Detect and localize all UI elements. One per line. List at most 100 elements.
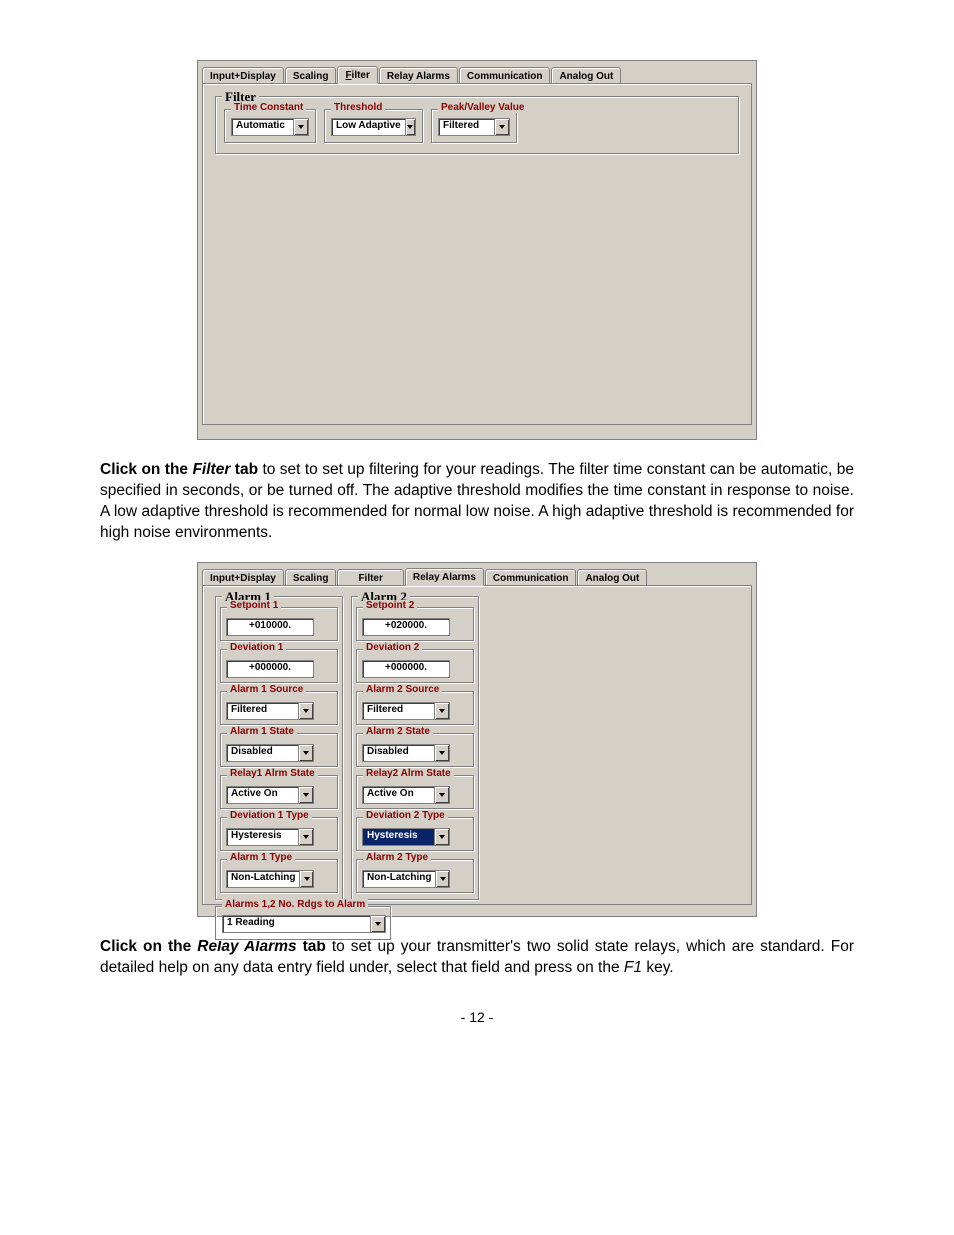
- chevron-down-icon: [303, 751, 309, 755]
- p2-italic: Relay Alarms: [197, 938, 302, 955]
- tab-filter[interactable]: Filter: [337, 569, 403, 586]
- tab-relay-alarms[interactable]: Relay Alarms: [405, 568, 484, 586]
- tab-input-display[interactable]: Input+Display: [202, 569, 284, 586]
- deviation1-group: Deviation 1 +000000.: [220, 649, 338, 683]
- tab-bar-2: Input+Display Scaling Filter Relay Alarm…: [198, 563, 756, 585]
- dropdown-button-icon: [434, 703, 449, 719]
- chevron-down-icon: [499, 125, 505, 129]
- dropdown-button-icon: [299, 871, 313, 887]
- time-constant-combo[interactable]: Automatic: [231, 118, 309, 136]
- alarms-rdgs-combo[interactable]: 1 Reading: [222, 915, 386, 933]
- p2-f1: F1: [624, 959, 642, 976]
- dropdown-button-icon: [298, 745, 313, 761]
- deviation1-type-group: Deviation 1 Type Hysteresis: [220, 817, 338, 851]
- chevron-down-icon: [303, 709, 309, 713]
- tab-relay-alarms[interactable]: Relay Alarms: [379, 67, 458, 84]
- page-number: - 12 -: [100, 1009, 854, 1025]
- threshold-label: Threshold: [331, 102, 385, 113]
- alarm1-source-combo[interactable]: Filtered: [226, 702, 314, 720]
- dropdown-button-icon: [494, 119, 509, 135]
- dropdown-button-icon: [434, 745, 449, 761]
- relay1-state-combo[interactable]: Active On: [226, 786, 314, 804]
- alarms-rdgs-group: Alarms 1,2 No. Rdgs to Alarm 1 Reading: [215, 906, 391, 940]
- alarm2-source-combo[interactable]: Filtered: [362, 702, 450, 720]
- alarm1-state-group: Alarm 1 State Disabled: [220, 733, 338, 767]
- p2-bold2: tab: [303, 938, 326, 955]
- chevron-down-icon: [439, 793, 445, 797]
- alarm1-type-group: Alarm 1 Type Non-Latching: [220, 859, 338, 893]
- chevron-down-icon: [439, 751, 445, 755]
- relay2-state-combo[interactable]: Active On: [362, 786, 450, 804]
- tf-b: ilter: [365, 573, 383, 584]
- alarm2-group: Alarm 2 Setpoint 2 +020000. Deviation 2 …: [351, 596, 479, 900]
- threshold-value: Low Adaptive: [332, 119, 405, 135]
- alarm1-state-label: Alarm 1 State: [227, 726, 297, 737]
- chevron-down-icon: [298, 125, 304, 129]
- alarm2-type-combo[interactable]: Non-Latching: [362, 870, 450, 888]
- paragraph-filter: Click on the Filter tab to set to set up…: [100, 460, 854, 544]
- alarm2-source-group: Alarm 2 Source Filtered: [356, 691, 474, 725]
- tab-communication[interactable]: Communication: [459, 67, 551, 84]
- setpoint1-group: Setpoint 1 +010000.: [220, 607, 338, 641]
- tab-analog-out[interactable]: Analog Out: [577, 569, 647, 586]
- relay1-state-label: Relay1 Alrm State: [227, 768, 318, 779]
- chevron-down-icon: [407, 125, 413, 129]
- alarm1-type-combo[interactable]: Non-Latching: [226, 870, 314, 888]
- tab-filter[interactable]: Filter: [337, 66, 377, 84]
- tab-scaling[interactable]: Scaling: [285, 67, 337, 84]
- alarm2-state-label: Alarm 2 State: [363, 726, 433, 737]
- filter-group: Filter Time Constant Automatic Threshold…: [215, 96, 739, 154]
- chevron-down-icon: [439, 835, 445, 839]
- chevron-down-icon: [375, 922, 381, 926]
- p2-body-b: key.: [642, 959, 674, 976]
- alarm1-state-combo[interactable]: Disabled: [226, 744, 314, 762]
- relay-alarms-screenshot: Input+Display Scaling Filter Relay Alarm…: [197, 562, 757, 917]
- filter-screenshot: Input+Display Scaling Filter Relay Alarm…: [197, 60, 757, 440]
- relay2-state-group: Relay2 Alrm State Active On: [356, 775, 474, 809]
- alarm1-type-label: Alarm 1 Type: [227, 852, 295, 863]
- peak-valley-combo[interactable]: Filtered: [438, 118, 510, 136]
- relay1-state-group: Relay1 Alrm State Active On: [220, 775, 338, 809]
- deviation1-type-label: Deviation 1 Type: [227, 810, 312, 821]
- threshold-combo[interactable]: Low Adaptive: [331, 118, 416, 136]
- deviation2-label: Deviation 2: [363, 642, 422, 653]
- alarm2-state-combo[interactable]: Disabled: [362, 744, 450, 762]
- deviation1-input[interactable]: +000000.: [226, 660, 314, 678]
- setpoint2-input[interactable]: +020000.: [362, 618, 450, 636]
- chevron-down-icon: [440, 877, 446, 881]
- tab-analog-out[interactable]: Analog Out: [551, 67, 621, 84]
- dropdown-button-icon: [434, 829, 449, 845]
- tab-input-display[interactable]: Input+Display: [202, 67, 284, 84]
- deviation2-input[interactable]: +000000.: [362, 660, 450, 678]
- alarm2-source-label: Alarm 2 Source: [363, 684, 442, 695]
- alarm1-source-label: Alarm 1 Source: [227, 684, 306, 695]
- alarm1-source-group: Alarm 1 Source Filtered: [220, 691, 338, 725]
- deviation2-type-combo[interactable]: Hysteresis: [362, 828, 450, 846]
- setpoint2-group: Setpoint 2 +020000.: [356, 607, 474, 641]
- dropdown-button-icon: [298, 703, 313, 719]
- deviation1-type-combo[interactable]: Hysteresis: [226, 828, 314, 846]
- chevron-down-icon: [303, 793, 309, 797]
- dropdown-button-icon: [435, 871, 449, 887]
- deviation2-type-value: Hysteresis: [363, 829, 434, 845]
- deviation2-type-label: Deviation 2 Type: [363, 810, 448, 821]
- alarm2-state-group: Alarm 2 State Disabled: [356, 733, 474, 767]
- alarm2-type-label: Alarm 2 Type: [363, 852, 431, 863]
- peak-valley-value: Filtered: [439, 119, 494, 135]
- alarm2-type-group: Alarm 2 Type Non-Latching: [356, 859, 474, 893]
- alarms-rdgs-value: 1 Reading: [223, 916, 370, 932]
- alarm1-type-value: Non-Latching: [227, 871, 299, 887]
- tab-communication[interactable]: Communication: [485, 569, 577, 586]
- dropdown-button-icon: [405, 119, 415, 135]
- deviation2-group: Deviation 2 +000000.: [356, 649, 474, 683]
- relay2-state-label: Relay2 Alrm State: [363, 768, 454, 779]
- peak-valley-group: Peak/Valley Value Filtered: [431, 109, 517, 143]
- setpoint1-input[interactable]: +010000.: [226, 618, 314, 636]
- tab-scaling[interactable]: Scaling: [285, 569, 337, 586]
- dropdown-button-icon: [293, 119, 308, 135]
- chevron-down-icon: [439, 709, 445, 713]
- alarms-rdgs-label: Alarms 1,2 No. Rdgs to Alarm: [222, 899, 368, 910]
- p1-bold1: Click on the: [100, 461, 192, 478]
- dropdown-button-icon: [298, 787, 313, 803]
- setpoint1-label: Setpoint 1: [227, 600, 281, 611]
